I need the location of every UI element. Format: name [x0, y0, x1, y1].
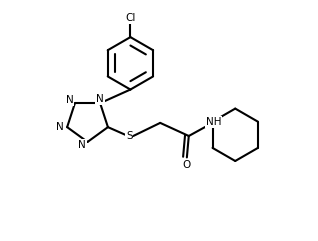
- Text: NH: NH: [206, 117, 222, 127]
- Text: N: N: [66, 95, 73, 105]
- Text: Cl: Cl: [125, 13, 135, 23]
- Text: N: N: [56, 122, 64, 132]
- Text: O: O: [182, 160, 190, 170]
- Text: S: S: [126, 131, 133, 141]
- Text: N: N: [96, 94, 104, 104]
- Text: N: N: [79, 140, 86, 150]
